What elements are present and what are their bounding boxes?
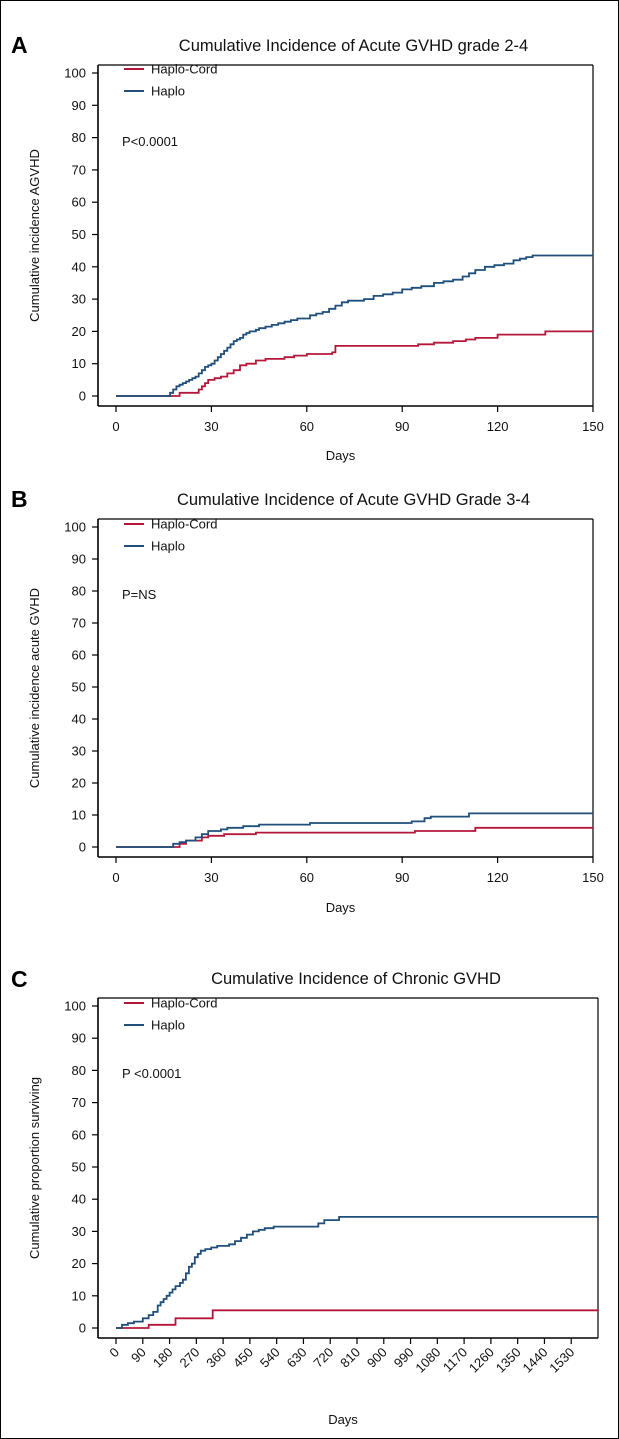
y-tick-label: 0 <box>79 389 86 404</box>
y-tick-label: 70 <box>72 162 86 177</box>
y-tick-label: 80 <box>72 584 86 599</box>
x-tick-label: 1170 <box>440 1345 470 1375</box>
x-tick-label: 60 <box>300 870 314 885</box>
y-tick-label: 40 <box>72 712 86 727</box>
series-line-haplo-cord <box>116 330 593 397</box>
x-axis-title: Days <box>328 1412 358 1427</box>
x-axis-title: Days <box>326 900 356 915</box>
x-tick-label: 810 <box>337 1345 363 1371</box>
y-tick-label: 50 <box>72 227 86 242</box>
chart-svg: B Cumulative Incidence of Acute GVHD Grad… <box>11 486 604 915</box>
series-line-haplo <box>116 812 593 848</box>
series-line-haplo-cord <box>116 826 593 848</box>
y-tick-label: 20 <box>72 776 86 791</box>
panel-label: C <box>11 966 28 992</box>
y-tick-label: 20 <box>72 1256 86 1271</box>
x-tick-label: 900 <box>364 1345 390 1371</box>
y-tick-label: 30 <box>72 292 86 307</box>
x-tick-label: 0 <box>106 1345 122 1361</box>
y-tick-label: 60 <box>72 648 86 663</box>
y-axis-title: Cumulative incidence acute GVHD <box>27 588 42 788</box>
chart-title: Cumulative Incidence of Acute GVHD Grade… <box>177 491 530 509</box>
x-tick-label: 1440 <box>520 1345 551 1376</box>
x-tick-label: 120 <box>487 870 509 885</box>
y-tick-label: 80 <box>72 1063 86 1078</box>
x-tick-label: 60 <box>300 419 314 434</box>
x-tick-label: 150 <box>582 870 604 885</box>
x-tick-label: 720 <box>310 1345 336 1371</box>
y-tick-label: 50 <box>72 680 86 695</box>
y-tick-label: 100 <box>64 520 86 535</box>
y-tick-label: 70 <box>72 1095 86 1110</box>
y-tick-label: 20 <box>72 324 86 339</box>
y-tick-label: 0 <box>79 1321 86 1336</box>
panel-a: A Cumulative Incidence of Acute GVHD grad… <box>1 1 618 481</box>
x-tick-label: 1080 <box>412 1345 443 1376</box>
x-axis-title: Days <box>326 448 356 463</box>
y-tick-label: 30 <box>72 744 86 759</box>
x-tick-label: 90 <box>128 1345 149 1366</box>
y-tick-label: 100 <box>64 66 86 81</box>
y-tick-label: 60 <box>72 195 86 210</box>
legend-label: Haplo <box>151 539 185 554</box>
legend-label: Haplo-Cord <box>151 517 217 532</box>
x-tick-label: 0 <box>112 870 119 885</box>
series-line-haplo-cord <box>116 1309 598 1329</box>
panel-label: B <box>11 486 28 512</box>
panel-b: B Cumulative Incidence of Acute GVHD Grad… <box>1 481 618 961</box>
x-tick-label: 180 <box>150 1345 176 1371</box>
chart-svg: A Cumulative Incidence of Acute GVHD grad… <box>11 32 604 463</box>
x-tick-label: 0 <box>112 419 119 434</box>
x-tick-label: 1530 <box>546 1345 577 1376</box>
x-tick-label: 360 <box>203 1345 229 1371</box>
y-tick-label: 90 <box>72 98 86 113</box>
p-value-annotation: P <0.0001 <box>122 1066 181 1081</box>
p-value-annotation: P<0.0001 <box>122 134 178 149</box>
panel-label: A <box>11 32 28 58</box>
legend-label: Haplo <box>151 84 185 99</box>
x-tick-label: 90 <box>395 419 409 434</box>
x-tick-label: 1350 <box>493 1345 524 1376</box>
y-tick-label: 80 <box>72 130 86 145</box>
y-tick-label: 10 <box>72 356 86 371</box>
y-tick-label: 10 <box>72 808 86 823</box>
y-tick-label: 50 <box>72 1160 86 1175</box>
series-line-haplo <box>116 1216 598 1329</box>
x-tick-label: 120 <box>487 419 509 434</box>
y-axis-title: Cumulative incidence AGVHD <box>27 149 42 322</box>
y-axis-title: Cumulative proportion surviving <box>27 1077 42 1259</box>
y-tick-label: 10 <box>72 1288 86 1303</box>
legend-label: Haplo-Cord <box>151 996 217 1011</box>
y-tick-label: 90 <box>72 552 86 567</box>
y-tick-label: 30 <box>72 1224 86 1239</box>
chart-title: Cumulative Incidence of Chronic GVHD <box>211 970 501 988</box>
x-tick-label: 450 <box>230 1345 256 1371</box>
x-tick-label: 90 <box>395 870 409 885</box>
y-tick-label: 60 <box>72 1127 86 1142</box>
x-tick-label: 540 <box>257 1345 283 1371</box>
y-tick-label: 40 <box>72 1192 86 1207</box>
y-tick-label: 90 <box>72 1031 86 1046</box>
x-tick-label: 150 <box>582 419 604 434</box>
x-tick-label: 30 <box>204 419 218 434</box>
p-value-annotation: P=NS <box>122 587 157 602</box>
series-line-haplo <box>116 254 593 397</box>
y-tick-label: 70 <box>72 616 86 631</box>
chart-title: Cumulative Incidence of Acute GVHD grade… <box>179 37 528 55</box>
x-tick-label: 270 <box>177 1345 203 1371</box>
y-tick-label: 40 <box>72 259 86 274</box>
x-tick-label: 30 <box>204 870 218 885</box>
x-tick-label: 1260 <box>466 1345 497 1376</box>
legend-label: Haplo-Cord <box>151 62 217 77</box>
y-tick-label: 100 <box>64 999 86 1014</box>
y-tick-label: 0 <box>79 840 86 855</box>
x-tick-label: 630 <box>284 1345 310 1371</box>
panel-c: C Cumulative Incidence of Chronic GVHD 0 10… <box>1 961 618 1438</box>
chart-svg: C Cumulative Incidence of Chronic GVHD 0 10… <box>11 966 599 1427</box>
legend-label: Haplo <box>151 1018 185 1033</box>
